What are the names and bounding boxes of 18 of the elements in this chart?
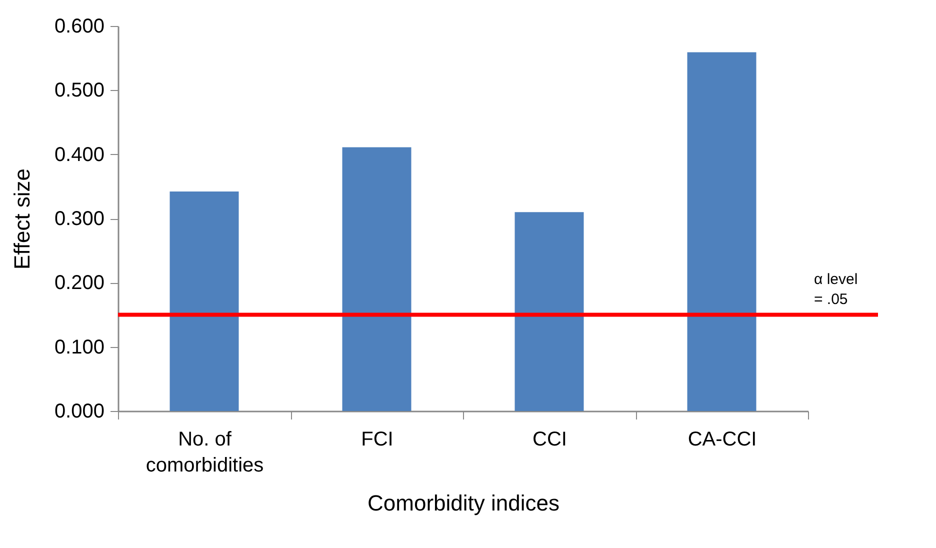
ref-line-label: α level = .05 bbox=[814, 270, 858, 308]
x-axis-title: Comorbidity indices bbox=[368, 490, 560, 516]
y-axis-title: Effect size bbox=[9, 168, 34, 270]
x-tick-label: No. of comorbidities bbox=[146, 428, 264, 476]
y-tick-label: 0.100 bbox=[54, 336, 104, 358]
bar bbox=[170, 192, 239, 411]
y-tick-label: 0.200 bbox=[54, 272, 104, 294]
y-tick-label: 0.500 bbox=[54, 80, 104, 102]
y-tick-label: 0.000 bbox=[54, 400, 104, 422]
bar bbox=[514, 212, 584, 411]
x-tick-label: CCI bbox=[532, 428, 567, 450]
y-tick-label: 0.400 bbox=[54, 144, 104, 166]
y-tick-label: 0.300 bbox=[54, 208, 104, 230]
x-tick-label: FCI bbox=[361, 428, 394, 450]
x-tick-label: CA-CCI bbox=[688, 428, 757, 450]
bar bbox=[687, 52, 756, 411]
bar bbox=[342, 147, 412, 411]
y-tick-label: 0.600 bbox=[54, 16, 104, 38]
